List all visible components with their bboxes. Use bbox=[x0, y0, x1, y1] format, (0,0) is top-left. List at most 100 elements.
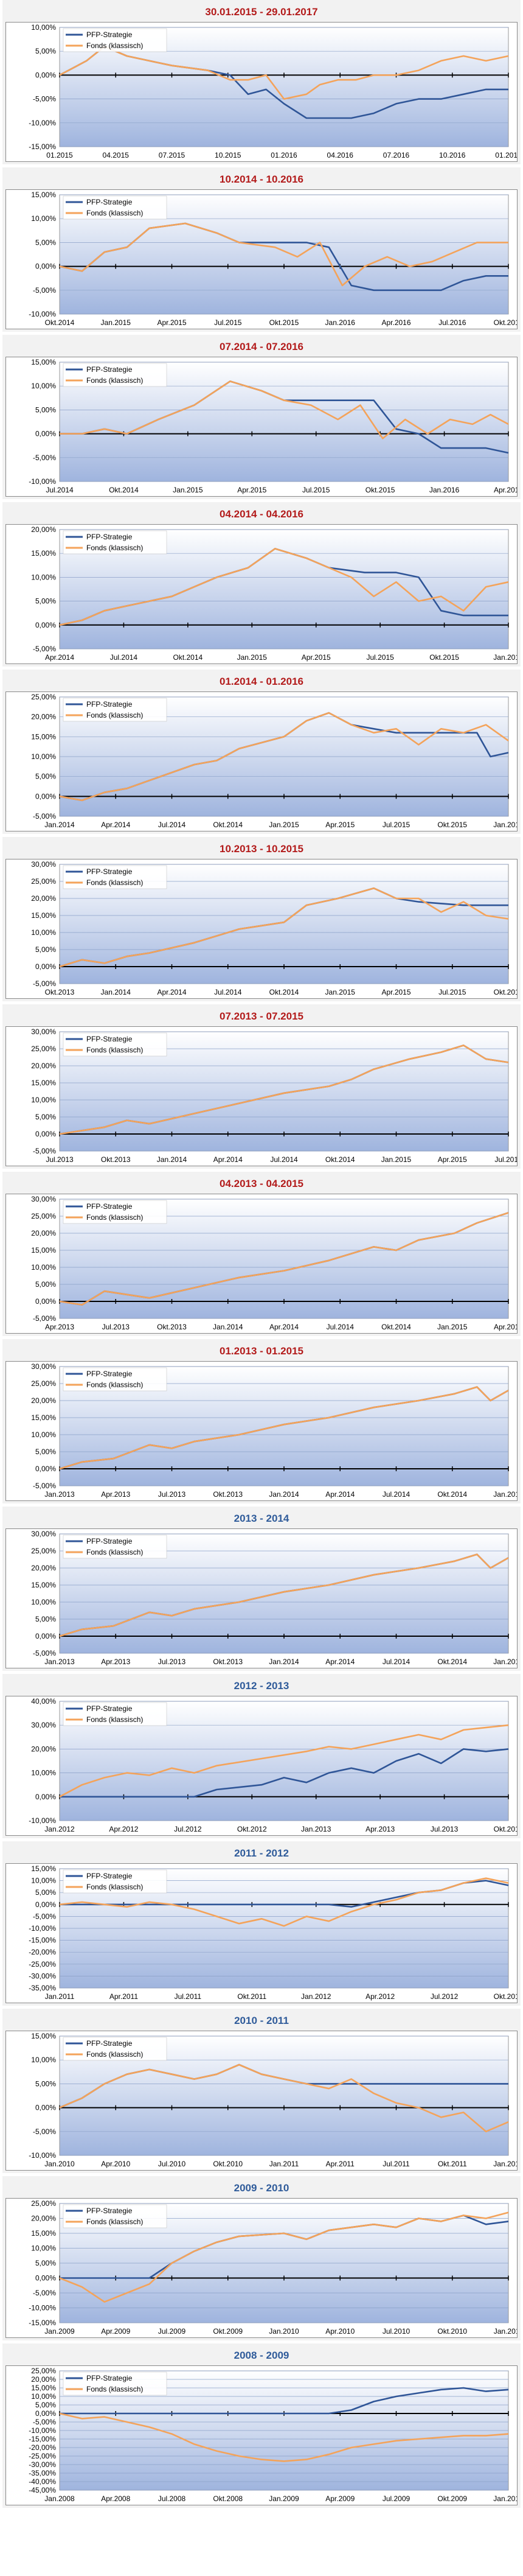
x-tick-label: Okt.2010 bbox=[437, 2327, 467, 2336]
y-tick-label: 5,00% bbox=[35, 238, 56, 247]
y-tick-label: 25,00% bbox=[31, 2367, 56, 2375]
y-tick-label: 20,00% bbox=[31, 1229, 56, 1237]
chart-title: 2010 - 2011 bbox=[234, 2015, 289, 2026]
x-tick-label: Jul.2013 bbox=[102, 1323, 130, 1331]
line-chart: 15,00% 10,00% 5,00% 0,00% -5,00% -10,00% -15,0… bbox=[29, 1864, 523, 2001]
y-tick-label: 0,00% bbox=[35, 1297, 56, 1306]
x-tick-label: Okt.2014 bbox=[437, 1657, 467, 1666]
x-tick-label: 10.2015 bbox=[215, 151, 241, 159]
x-tick-label: Jul.2013 bbox=[158, 1657, 186, 1666]
y-tick-label: 0,00% bbox=[35, 2409, 56, 2418]
y-tick-label: 15,00% bbox=[31, 2384, 56, 2392]
line-chart: 25,00%20,00%15,00%10,00%5,00%0,00%-5,00%… bbox=[31, 693, 523, 829]
line-chart: 15,00%10,00%5,00%0,00%-5,00%-10,00%Jan.2… bbox=[29, 2032, 523, 2168]
y-tick-label: -40,00% bbox=[29, 2477, 56, 2486]
x-tick-label: Jul.2015 bbox=[438, 988, 466, 996]
x-tick-label: Jan.2014 bbox=[269, 1490, 299, 1499]
legend: PFP-Strategie Fonds (klassisch) bbox=[63, 698, 167, 722]
legend-box bbox=[63, 1032, 167, 1057]
chart-area: 25,00% 20,00% 15,00% 10,00% 5,00% 0,00% -5,00%… bbox=[5, 2365, 523, 2505]
y-tick-label: 20,00% bbox=[31, 2214, 56, 2223]
y-tick-label: 5,00% bbox=[35, 1280, 56, 1289]
x-tick-label: Apr.2014 bbox=[157, 988, 186, 996]
legend-label-fund: Fonds (klassisch) bbox=[86, 2050, 143, 2059]
x-tick-label: Jul.2016 bbox=[438, 318, 466, 327]
y-tick-label: -5,00% bbox=[33, 1482, 56, 1490]
line-chart: 25,00%20,00%15,00%10,00%5,00%0,00%-5,00%… bbox=[29, 2367, 523, 2503]
line-chart: 30,00% 25,00% 20,00% 15,00% 10,00% 5,00% 0,00%… bbox=[31, 1530, 523, 1666]
chart-area: 40,00% 30,00% 20,00% 10,00% 0,00% -10,00% Jan.… bbox=[5, 1696, 523, 1836]
y-tick-label: 15,00% bbox=[31, 1864, 56, 1873]
chart-area: 25,00% 20,00% 15,00% 10,00% 5,00% 0,00% -5,00%… bbox=[5, 2198, 523, 2338]
chart-panel: 07.2014 - 07.2016 15,00% 10,00% 5,00% 0,00% -… bbox=[2, 335, 523, 499]
y-tick-label: 0,00% bbox=[35, 1130, 56, 1138]
series-line-fund bbox=[60, 380, 509, 439]
y-tick-label: 30,00% bbox=[31, 1362, 56, 1371]
legend-label-fund: Fonds (klassisch) bbox=[86, 1715, 143, 1724]
series-line-fund bbox=[59, 1724, 509, 1797]
y-tick-label: -15,00% bbox=[29, 2319, 56, 2327]
y-tick-label: -35,00% bbox=[29, 2469, 56, 2477]
chart-panel: 2011 - 2012 15,00% 10,00% 5,00% 0,00% -5,00% -… bbox=[2, 1841, 523, 2006]
series-line-fund bbox=[59, 1045, 509, 1135]
chart-area: 15,00% 10,00% 5,00% 0,00% -5,00% -10,00% -15,0… bbox=[5, 1863, 523, 2003]
y-tick-label: 30,00% bbox=[31, 1027, 56, 1036]
legend-box bbox=[63, 28, 167, 52]
legend: PFP-Strategie Fonds (klassisch) bbox=[63, 28, 167, 52]
y-tick-label: -15,00% bbox=[29, 1936, 56, 1945]
legend: PFP-Strategie Fonds (klassisch) bbox=[63, 1200, 167, 1224]
y-tick-label: -25,00% bbox=[29, 2452, 56, 2460]
x-tick-label: Jan.2012 bbox=[301, 1992, 331, 2001]
y-tick-label: 30,00% bbox=[31, 1195, 56, 1203]
x-tick-label: Jan.2010 bbox=[44, 2160, 75, 2168]
x-tick-label: Jan.2011 bbox=[45, 1992, 75, 2001]
y-tick-label: 10,00% bbox=[31, 928, 56, 937]
legend-label-fund: Fonds (klassisch) bbox=[86, 1548, 143, 1556]
x-tick-label: Jan.2013 bbox=[44, 1490, 75, 1499]
y-tick-label: -15,00% bbox=[29, 2435, 56, 2443]
y-tick-label: 10,00% bbox=[31, 1096, 56, 1104]
chart-title: 10.2014 - 10.2016 bbox=[219, 173, 303, 185]
y-tick-label: 25,00% bbox=[31, 877, 56, 886]
x-tick-label: Jan.2010 bbox=[493, 2494, 517, 2503]
legend-box bbox=[63, 2371, 167, 2396]
y-tick-label: 15,00% bbox=[31, 911, 56, 920]
y-tick-label: 0,00% bbox=[35, 71, 56, 79]
legend-box bbox=[63, 363, 167, 387]
x-tick-label: Apr.2008 bbox=[101, 2494, 130, 2503]
x-tick-label: Jan.2011 bbox=[494, 2327, 517, 2336]
y-tick-label: 10,00% bbox=[31, 752, 56, 761]
x-tick-label: Jul.2011 bbox=[175, 1992, 202, 2001]
legend: PFP-Strategie Fonds (klassisch) bbox=[63, 363, 167, 387]
x-tick-label: Apr.2015 bbox=[325, 821, 355, 829]
chart-panel: 01.2014 - 01.2016 25,00% 20,00% 15,00% 10,00… bbox=[2, 670, 523, 834]
y-tick-label: -5,00% bbox=[33, 2289, 56, 2297]
x-tick-label: Okt.2014 bbox=[173, 653, 203, 662]
legend-box bbox=[63, 195, 167, 220]
legend: PFP-Strategie Fonds (klassisch) bbox=[63, 1702, 167, 1726]
chart-panel: 2008 - 2009 25,00% 20,00% 15,00% 10,00% 5,00%… bbox=[2, 2343, 523, 2508]
x-tick-label: Okt.2015 bbox=[494, 988, 517, 996]
legend: PFP-Strategie Fonds (klassisch) bbox=[63, 1535, 167, 1559]
x-tick-label: Jul.2014 bbox=[383, 1490, 410, 1499]
x-tick-label: Okt.2013 bbox=[213, 1490, 243, 1499]
x-tick-label: Jan.2015 bbox=[325, 988, 356, 996]
x-tick-label: Jul.2015 bbox=[366, 653, 394, 662]
x-tick-label: Jul.2009 bbox=[383, 2494, 410, 2503]
x-tick-label: Jul.2014 bbox=[158, 821, 186, 829]
legend-label-fund: Fonds (klassisch) bbox=[86, 711, 143, 719]
x-tick-label: Jul.2013 bbox=[158, 1490, 186, 1499]
legend-label-strategy: PFP-Strategie bbox=[86, 1035, 133, 1043]
line-chart: 15,00%10,00%5,00%0,00%-5,00%-10,00%Okt.2… bbox=[29, 191, 523, 327]
legend-label-strategy: PFP-Strategie bbox=[86, 1537, 133, 1545]
x-tick-label: Apr.2015 bbox=[157, 318, 186, 327]
y-tick-label: 5,00% bbox=[35, 597, 56, 606]
y-tick-label: 25,00% bbox=[31, 1379, 56, 1388]
x-tick-label: Apr.2009 bbox=[325, 2494, 355, 2503]
y-tick-label: 25,00% bbox=[31, 1547, 56, 1555]
legend: PFP-Strategie Fonds (klassisch) bbox=[63, 1367, 167, 1391]
chart-area: 30,00% 25,00% 20,00% 15,00% 10,00% 5,00% 0,00%… bbox=[5, 1194, 523, 1334]
legend-label-strategy: PFP-Strategie bbox=[86, 2207, 133, 2215]
y-tick-label: 0,00% bbox=[35, 2104, 56, 2112]
x-tick-label: Jan.2009 bbox=[44, 2327, 75, 2336]
